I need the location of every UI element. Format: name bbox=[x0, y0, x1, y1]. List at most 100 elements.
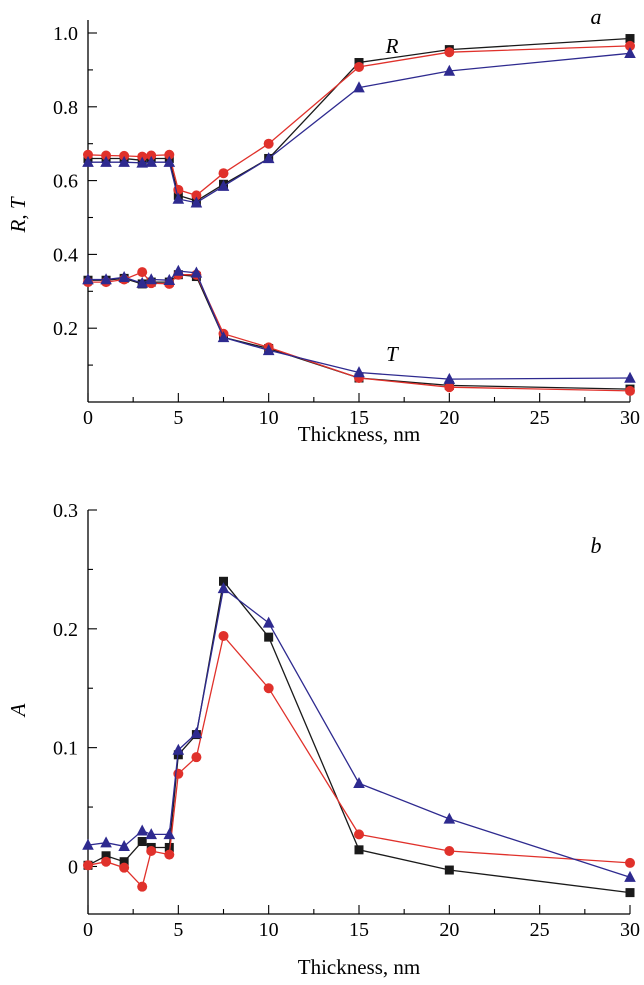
panel-b-chart: 0 5 10 15 20 25 30 00.10.20.3 Thickness, nm A … bbox=[6, 500, 640, 979]
panel-b-y-tick-label: 0.1 bbox=[53, 738, 78, 760]
panel-a-r-blue-point bbox=[172, 192, 185, 204]
panel-a-t-blue-point bbox=[136, 276, 148, 288]
panel-b-y-ticks: 0 0.1 0.2 0.3 bbox=[53, 500, 97, 878]
panel-a-x-axis-title: Thickness, nm bbox=[298, 422, 420, 446]
panel-a-r-red-point bbox=[146, 150, 157, 161]
panel-b-black-point bbox=[119, 857, 129, 867]
panel-b-red-point bbox=[101, 856, 112, 867]
panel-a-r-blue-point bbox=[262, 152, 275, 164]
panel-a-r-blue-point bbox=[190, 196, 203, 208]
panel-a-t-red-point bbox=[137, 267, 148, 278]
panel-b-red-point bbox=[83, 860, 93, 871]
panel-b-black-point bbox=[354, 845, 364, 855]
panel-a-t-blue-point bbox=[262, 344, 275, 356]
panel-b-black-point bbox=[101, 851, 111, 861]
panel-a-r-blue-point bbox=[353, 81, 365, 93]
panel-b-blue-point bbox=[262, 616, 275, 628]
panel-b-x-axis-title: Thickness, nm bbox=[298, 955, 420, 979]
panel-b-black-point bbox=[164, 842, 174, 852]
panel-a-letter: a bbox=[591, 4, 602, 29]
panel-b-x-tick-label: 20 bbox=[439, 919, 459, 941]
panel-a-t-blue-point bbox=[100, 273, 112, 285]
panel-a-t-blue-point bbox=[217, 331, 230, 343]
panel-b-red-point bbox=[137, 881, 148, 892]
panel-a-t-blue-point bbox=[172, 264, 185, 276]
panel-a-chart: 0 5 10 15 20 25 30 0.2 0.4 0.6 0.8 1.0 Thickness, … bbox=[6, 4, 640, 446]
panel-b-red-point bbox=[444, 846, 455, 857]
panel-b-blue-point bbox=[624, 870, 636, 882]
panel-a-series bbox=[82, 34, 636, 396]
panel-b-red-point bbox=[218, 630, 229, 641]
panel-b-blue-point bbox=[118, 839, 130, 851]
panel-a-r-red-point bbox=[218, 168, 229, 179]
panel-b-black-point bbox=[444, 865, 454, 875]
panel-a-x-tick-label: 20 bbox=[439, 407, 459, 429]
panel-a-y-axis-title: R, T bbox=[6, 196, 30, 233]
panel-b-red-point bbox=[625, 857, 635, 868]
panel-b-blue-point bbox=[100, 836, 112, 848]
panel-a-r-red-point bbox=[191, 190, 202, 201]
panel-a-r-black-point bbox=[625, 34, 635, 44]
panel-a-r-red-point bbox=[83, 149, 93, 160]
panel-b-x-tick-label: 25 bbox=[530, 919, 550, 941]
panel-b-series bbox=[82, 576, 636, 898]
panel-a-t-red-point bbox=[444, 382, 455, 393]
panel-a-t-blue-point bbox=[624, 371, 636, 383]
panel-a-y-tick-label: 1.0 bbox=[53, 23, 78, 45]
panel-b-red-point bbox=[119, 862, 130, 873]
panel-a-y-ticks: 0.2 0.4 0.6 0.8 1.0 bbox=[53, 23, 97, 366]
panel-b-black-point bbox=[137, 837, 147, 847]
panel-a-t-blue-point bbox=[163, 273, 176, 285]
panel-a-x-ticks: 0 5 10 15 20 25 30 bbox=[83, 393, 640, 429]
panel-a-r-red-point bbox=[444, 47, 455, 58]
panel-b-y-tick-label: 0.3 bbox=[53, 500, 78, 522]
panel-b-red-point bbox=[354, 829, 364, 840]
panel-b-black-point bbox=[219, 576, 228, 586]
panel-b-blue-point bbox=[443, 812, 456, 824]
panel-a-r-blue-point bbox=[145, 155, 158, 167]
panel-b-red-point bbox=[164, 849, 175, 860]
panel-b-y-axis-title: A bbox=[6, 703, 30, 718]
panel-a-r-blue-point bbox=[217, 179, 230, 191]
panel-b-black-point bbox=[264, 632, 274, 642]
r-curve-label: R bbox=[385, 34, 399, 58]
panel-b-y-tick-label: 0.2 bbox=[53, 619, 78, 641]
panel-a-x-tick-label: 25 bbox=[530, 407, 550, 429]
panel-a-x-tick-label: 0 bbox=[83, 407, 93, 429]
panel-a-t-blue-point bbox=[190, 266, 203, 278]
panel-b-x-tick-label: 0 bbox=[83, 919, 93, 941]
panel-a-t-blue-point bbox=[145, 273, 158, 285]
panel-a-r-red-point bbox=[164, 149, 175, 160]
panel-b-blue-point bbox=[136, 824, 148, 836]
panel-b-blue-point bbox=[190, 727, 203, 739]
panel-a-r-blue-point bbox=[82, 155, 94, 167]
panel-b-red-point bbox=[146, 846, 157, 857]
panel-b-blue-point bbox=[217, 582, 230, 594]
panel-a-y-tick-label: 0.2 bbox=[53, 318, 78, 340]
panel-a-r-blue-point bbox=[163, 155, 176, 167]
panel-a-y-tick-label: 0.4 bbox=[53, 244, 78, 266]
panel-a-x-tick-label: 30 bbox=[620, 407, 640, 429]
panel-a-r-red-point bbox=[263, 138, 274, 149]
t-curve-label: T bbox=[386, 342, 399, 366]
panel-b-black-point bbox=[625, 888, 635, 898]
panel-b-red-point bbox=[263, 683, 274, 694]
panel-a-r-blue-point bbox=[443, 64, 456, 76]
panel-b-x-ticks: 0 5 10 15 20 25 30 bbox=[83, 905, 640, 941]
panel-b-x-tick-label: 5 bbox=[173, 919, 183, 941]
panel-a-y-tick-label: 0.6 bbox=[53, 171, 78, 193]
panel-a-r-blue-line bbox=[88, 52, 631, 204]
panel-b-y-tick-label: 0 bbox=[68, 856, 78, 878]
panel-a-r-blue-point bbox=[100, 155, 112, 167]
panel-b-blue-point bbox=[163, 828, 176, 840]
panel-a-r-blue-point bbox=[136, 156, 148, 168]
panel-a-t-blue-point bbox=[82, 273, 94, 285]
panel-b-red-point bbox=[191, 752, 202, 763]
panel-b-letter: b bbox=[591, 533, 602, 558]
panel-a-y-tick-label: 0.8 bbox=[53, 97, 78, 119]
panel-a-t-red-point bbox=[625, 385, 635, 396]
panel-a-x-tick-label: 15 bbox=[349, 407, 369, 429]
panel-a-r-red-point bbox=[354, 61, 364, 72]
panel-b-blue-point bbox=[82, 838, 94, 850]
